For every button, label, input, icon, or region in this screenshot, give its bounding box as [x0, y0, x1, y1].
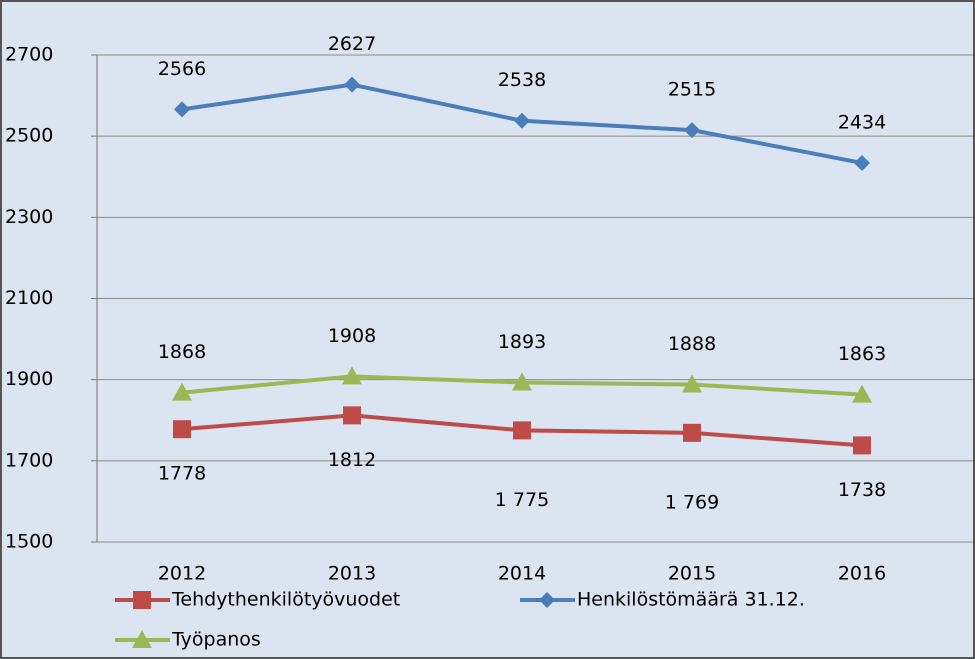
marker — [852, 384, 872, 403]
x-tick-label: 2012 — [158, 563, 206, 585]
marker — [682, 374, 702, 393]
data-label: 1 769 — [665, 491, 719, 513]
x-tick-label: 2015 — [668, 563, 716, 585]
legend-label: Henkilöstömäärä 31.12. — [577, 589, 805, 611]
legend-label: Tehdythenkilötyövuodet — [171, 589, 400, 611]
data-label: 2434 — [838, 111, 886, 133]
x-tick-label: 2016 — [838, 563, 886, 585]
marker — [174, 101, 190, 118]
y-tick-label: 2100 — [5, 287, 53, 309]
y-tick-label: 1500 — [5, 531, 53, 553]
marker — [539, 592, 555, 608]
data-label: 2627 — [328, 33, 376, 55]
marker — [343, 406, 361, 425]
data-label: 2515 — [668, 79, 716, 101]
marker — [853, 436, 871, 455]
x-tick-label: 2014 — [498, 563, 546, 585]
y-tick-label: 2700 — [5, 44, 53, 66]
data-label: 1778 — [158, 463, 206, 485]
marker — [133, 591, 151, 609]
marker — [683, 423, 701, 442]
marker — [132, 630, 152, 648]
data-label: 1893 — [498, 331, 546, 353]
marker — [513, 421, 531, 440]
data-label: 1 775 — [495, 489, 549, 511]
data-label: 2538 — [498, 69, 546, 91]
data-label: 2566 — [158, 58, 206, 80]
marker — [173, 420, 191, 439]
marker — [344, 76, 360, 93]
data-label: 1868 — [158, 341, 206, 363]
marker — [342, 366, 362, 385]
y-tick-label: 1900 — [5, 368, 53, 390]
x-tick-label: 2013 — [328, 563, 376, 585]
data-label: 1738 — [838, 479, 886, 501]
data-label: 1888 — [668, 333, 716, 355]
data-label: 1863 — [838, 343, 886, 365]
marker — [172, 382, 192, 401]
marker — [514, 112, 530, 129]
y-tick-label: 1700 — [5, 449, 53, 471]
legend-label: Työpanos — [171, 629, 261, 651]
y-tick-label: 2300 — [5, 206, 53, 228]
data-label: 1908 — [328, 325, 376, 347]
marker — [512, 372, 532, 391]
data-label: 1812 — [328, 449, 376, 471]
marker — [854, 154, 870, 171]
y-tick-label: 2500 — [5, 125, 53, 147]
marker — [684, 122, 700, 139]
